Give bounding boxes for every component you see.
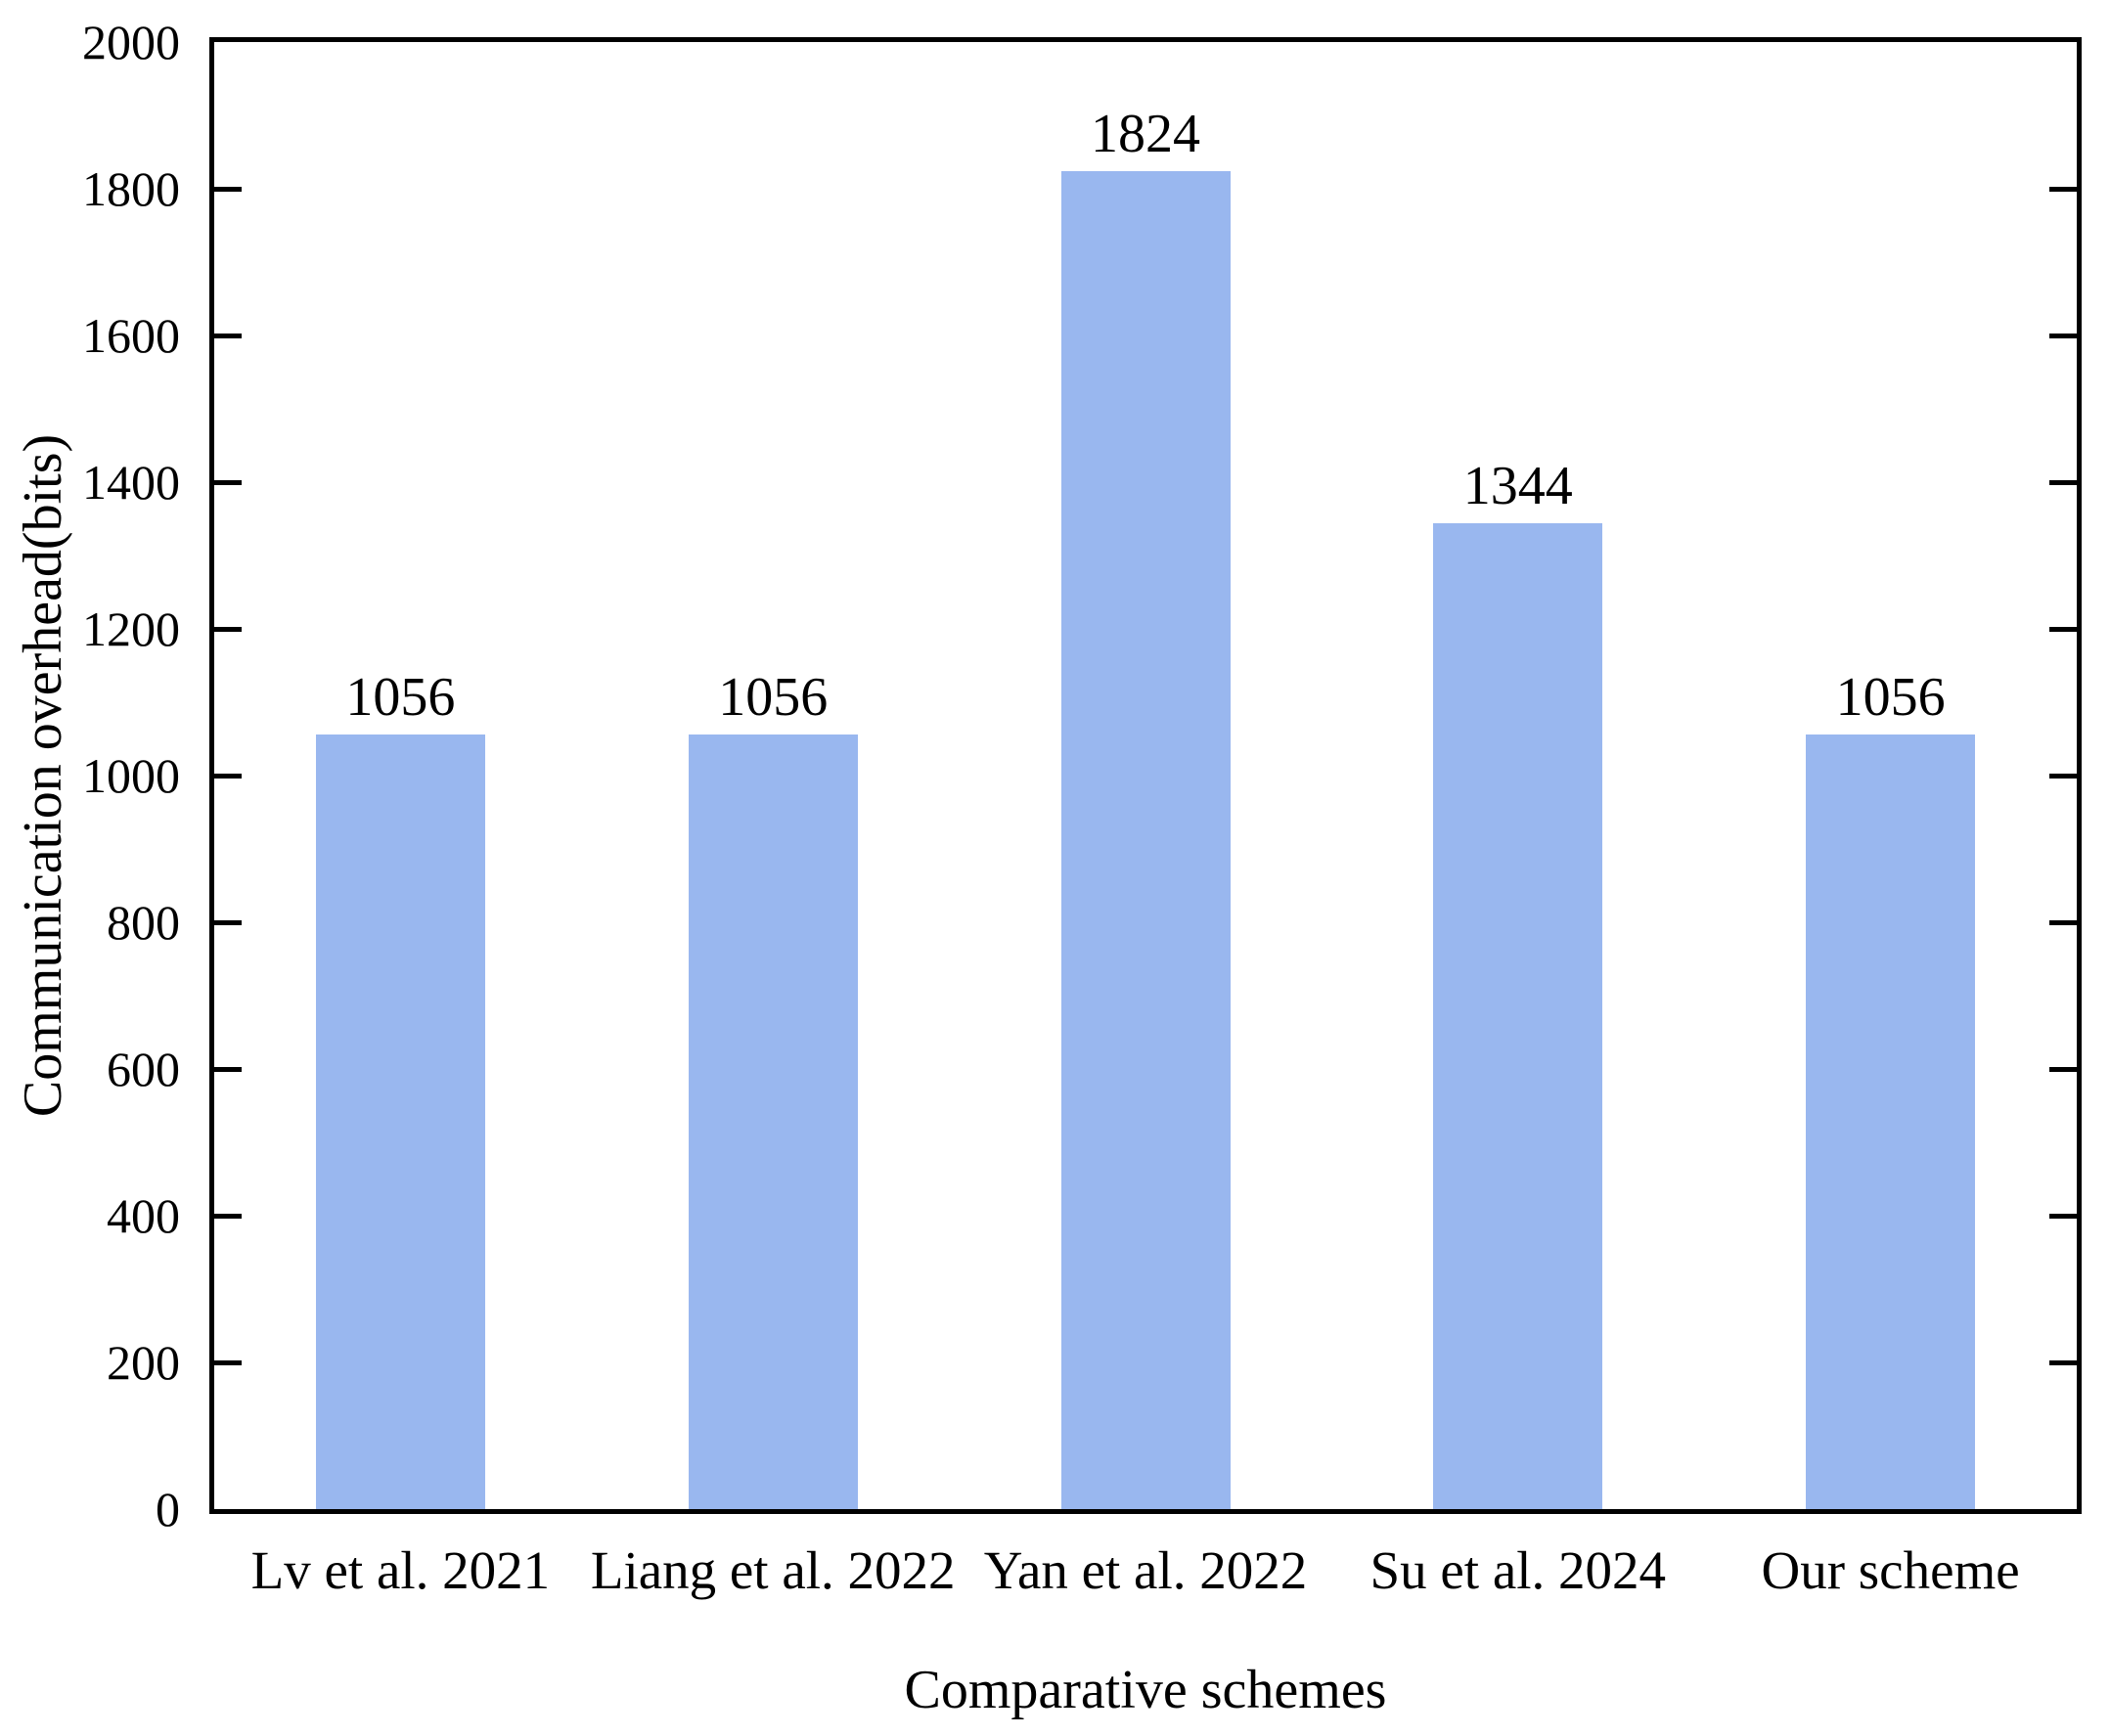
y-axis-tick-left: [214, 1359, 242, 1365]
bar-value-label: 1824: [1090, 104, 1200, 164]
x-axis-category-label: Lv et al. 2021: [250, 1540, 551, 1600]
bar-5: [1806, 734, 1976, 1509]
bar-value-label: 1056: [345, 667, 456, 728]
y-axis-tick-label: 0: [156, 1482, 180, 1536]
y-axis-tick-label: 600: [107, 1042, 180, 1096]
y-axis-tick-left: [214, 186, 242, 192]
y-axis-tick-left: [214, 333, 242, 338]
y-axis-tick-left: [214, 1213, 242, 1219]
y-axis-tick-right: [2049, 773, 2077, 779]
x-axis-category-label: Su et al. 2024: [1369, 1540, 1667, 1600]
y-axis-tick-right: [2049, 479, 2077, 485]
y-axis-tick-label: 1000: [82, 748, 180, 803]
bar-1: [315, 734, 485, 1509]
y-axis-tick-left: [214, 626, 242, 632]
bar-3: [1060, 171, 1231, 1509]
y-axis-tick-right: [2049, 1213, 2077, 1219]
y-axis-tick-right: [2049, 919, 2077, 925]
x-axis-category-label: Our scheme: [1761, 1540, 2020, 1600]
bar-2: [688, 734, 858, 1509]
x-axis-category-label: Liang et al. 2022: [590, 1540, 956, 1600]
bar-value-label: 1344: [1462, 456, 1573, 516]
y-axis-tick-right: [2049, 1359, 2077, 1365]
y-axis-tick-left: [214, 479, 242, 485]
y-axis-tick-label: 2000: [82, 15, 180, 69]
plot-area: 1056 1056 1824 1344 1056: [209, 37, 2082, 1514]
y-axis-tick-label: 200: [107, 1335, 180, 1390]
x-axis-title: Comparative schemes: [904, 1660, 1387, 1720]
y-axis-tick-label: 1800: [82, 161, 180, 216]
bar-value-label: 1056: [718, 667, 829, 728]
y-axis-tick-label: 400: [107, 1188, 180, 1243]
y-axis-tick-label: 800: [107, 895, 180, 950]
y-axis-tick-left: [214, 919, 242, 925]
y-axis-tick-right: [2049, 186, 2077, 192]
y-axis-tick-left: [214, 773, 242, 779]
y-axis-tick-right: [2049, 626, 2077, 632]
y-axis-tick-right: [2049, 1066, 2077, 1072]
bar-4: [1433, 523, 1603, 1509]
y-axis-tick-right: [2049, 333, 2077, 338]
y-axis-tick-label: 1200: [82, 601, 180, 656]
x-axis-category-label: Yan et al. 2022: [983, 1540, 1308, 1600]
bar-value-label: 1056: [1835, 667, 1946, 728]
y-axis-tick-left: [214, 1066, 242, 1072]
y-axis-tick-label: 1400: [82, 455, 180, 510]
y-axis-tick-label: 1600: [82, 308, 180, 363]
